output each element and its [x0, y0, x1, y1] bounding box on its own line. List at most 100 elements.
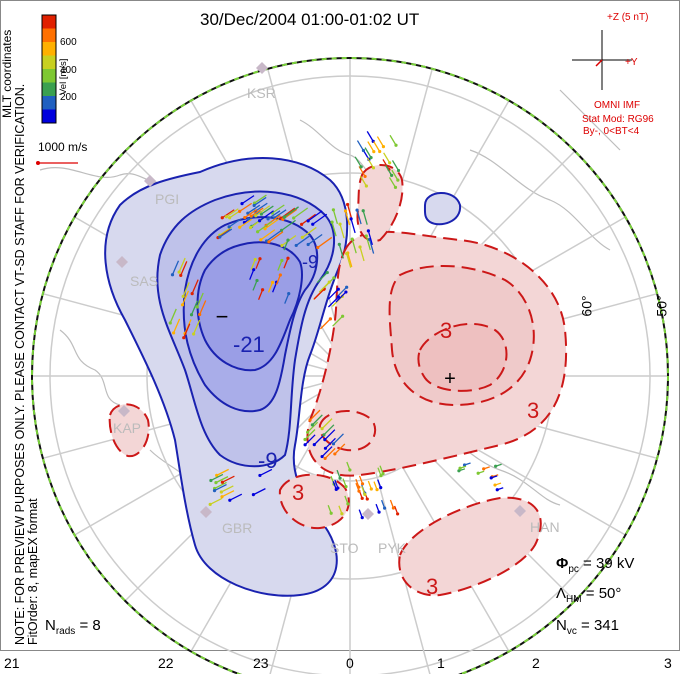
colorbar-tick-400: 400: [60, 65, 77, 76]
latitude-label-50: 50°: [653, 295, 670, 317]
negative-contour-21: [196, 241, 303, 372]
velocity-vector-origin: [379, 474, 383, 478]
velocity-vector-origin: [489, 476, 493, 480]
velocity-vector: [229, 493, 243, 501]
colorbar-segment: [42, 42, 56, 56]
velocity-vector: [266, 230, 281, 242]
velocity-vector: [268, 231, 284, 243]
velocity-vector-origin: [323, 456, 327, 461]
velocity-vector-origin: [303, 443, 307, 447]
velocity-vector: [307, 233, 323, 246]
velocity-vector-origin: [369, 156, 373, 160]
velocity-vector: [255, 258, 261, 269]
station-markers: [116, 62, 526, 520]
reference-vector-label: 1000 m/s: [38, 140, 88, 154]
velocity-vector: [316, 272, 328, 284]
colorbar-frame: [41, 14, 57, 124]
positive-contour-core: [417, 322, 508, 392]
velocity-vector-origin: [248, 225, 253, 230]
velocity-vector-origin: [180, 303, 185, 307]
velocity-vector-origin: [300, 235, 304, 240]
colorbar-segment: [42, 82, 56, 97]
velocity-vector-origin: [306, 219, 310, 223]
velocity-vector-origin: [476, 471, 480, 475]
velocity-vector-origin: [327, 280, 331, 284]
contour-label-3-a: 3: [292, 480, 304, 505]
velocity-vector-origin: [320, 427, 324, 431]
velocity-vector-origin: [325, 270, 329, 275]
potential-max-marker: +: [444, 368, 456, 390]
colorbar-segment: [42, 15, 56, 29]
velocity-vector: [239, 218, 253, 228]
velocity-vector-origin: [215, 473, 219, 477]
velocity-vector: [259, 468, 273, 477]
velocity-vector-origin: [306, 242, 310, 247]
velocity-vector: [264, 218, 280, 230]
heppner-maynard-boundary-green: [31, 57, 669, 674]
station-han: HAN: [530, 519, 560, 535]
velocity-vector: [216, 468, 229, 476]
positive-contour-top: [356, 164, 404, 242]
velocity-vector: [254, 194, 267, 204]
imf-clock: [572, 30, 632, 90]
mlt-tick-1: 1: [437, 655, 445, 671]
velocity-vector-origin: [346, 202, 350, 207]
velocity-vector-origin: [214, 481, 218, 485]
velocity-vector-origin: [333, 452, 337, 456]
velocity-vector: [309, 409, 321, 421]
velocity-vector-origin: [282, 215, 286, 219]
velocity-vector-origin: [270, 280, 275, 284]
velocity-vector: [385, 165, 393, 176]
velocity-vector-origin: [260, 288, 265, 292]
velocity-vector-origin: [220, 480, 225, 484]
velocity-vectors: [168, 131, 504, 520]
velocity-vector: [281, 219, 296, 231]
velocity-vector-origin: [228, 498, 232, 502]
velocity-vector-origin: [195, 305, 199, 309]
velocity-vector-origin: [322, 433, 326, 437]
velocity-vector-origin: [238, 225, 242, 229]
velocity-vector: [283, 257, 289, 269]
velocity-vector-origin: [303, 437, 307, 442]
velocity-vector: [193, 319, 201, 335]
velocity-vector-origin: [310, 423, 314, 427]
velocity-vector-origin: [246, 211, 250, 215]
station-ksr: KSR: [247, 85, 276, 101]
stat-phi-pc: Φpc = 39 kV: [556, 555, 635, 575]
velocity-vector: [271, 204, 285, 214]
velocity-vector-origin: [355, 208, 359, 212]
station-gbr: GBR: [222, 520, 253, 536]
velocity-vector-origin: [218, 235, 222, 239]
velocity-vector: [257, 289, 264, 300]
velocity-vector-origin: [328, 317, 333, 321]
velocity-vector: [293, 207, 309, 219]
velocity-vector-origin: [331, 208, 336, 212]
velocity-vector-origin: [212, 488, 217, 493]
velocity-vector-origin: [224, 215, 228, 219]
velocity-vector: [391, 160, 400, 171]
velocity-vector: [346, 253, 352, 268]
velocity-vector-origin: [336, 287, 340, 291]
velocity-vector-origin: [294, 243, 298, 248]
velocity-vector: [331, 221, 337, 237]
velocity-vector-origin: [361, 148, 366, 153]
velocity-vector-origin: [252, 203, 256, 208]
velocity-vector: [344, 210, 351, 226]
velocity-vector: [365, 235, 371, 251]
velocity-vector: [171, 260, 180, 276]
velocity-vector: [228, 218, 242, 228]
colorbar-tick-200: 200: [60, 92, 77, 103]
colorbar-tick-600: 600: [60, 37, 77, 48]
velocity-vector: [364, 147, 372, 158]
velocity-vector-origin: [336, 295, 341, 299]
velocity-vector: [338, 244, 344, 259]
velocity-vector: [368, 239, 375, 254]
velocity-vector-origin: [396, 168, 401, 173]
velocity-vector-origin: [363, 174, 367, 179]
velocity-vector-origin: [493, 483, 497, 487]
velocity-vector-origin: [394, 143, 398, 147]
velocity-vector: [319, 318, 331, 330]
velocity-vector: [366, 131, 374, 142]
contour-label-3-b: 3: [527, 398, 539, 423]
velocity-vector-origin: [381, 472, 385, 476]
